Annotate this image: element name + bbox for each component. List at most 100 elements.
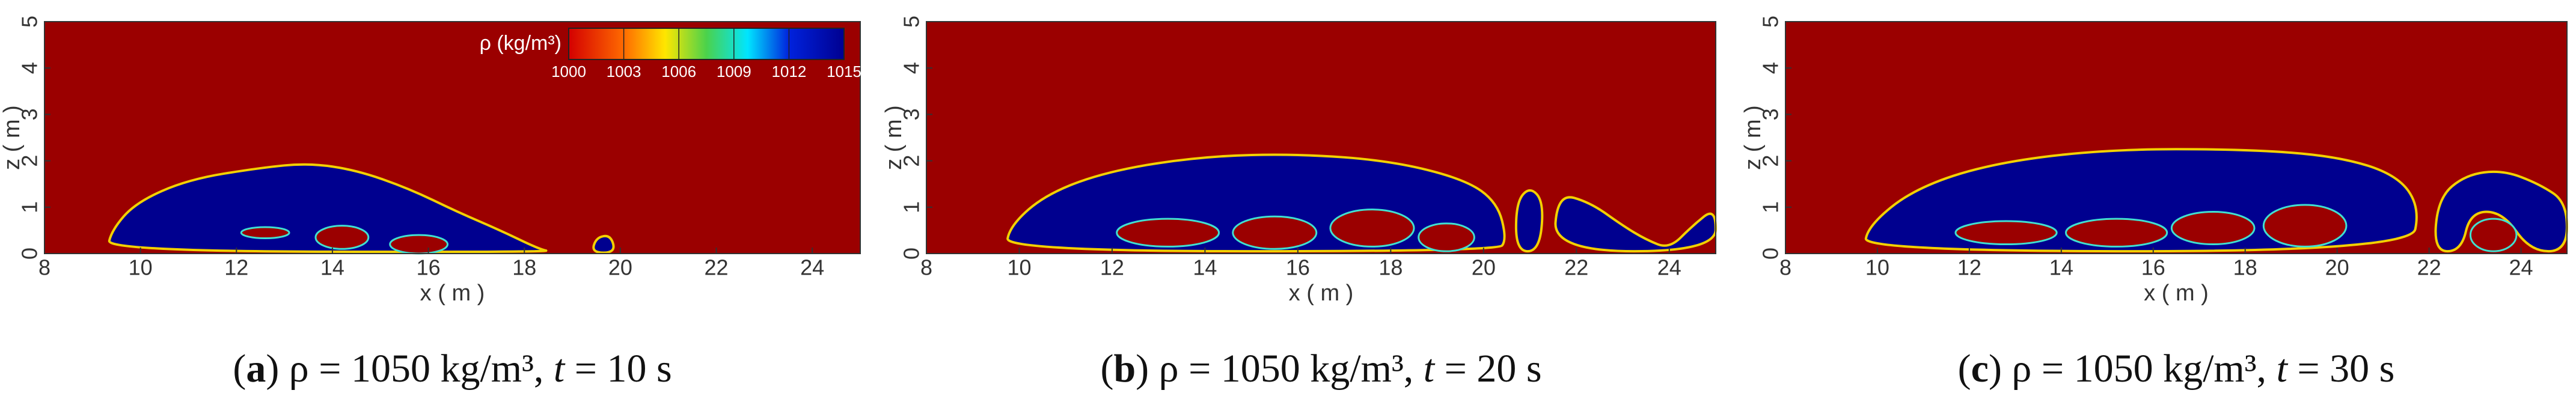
x-tick-label: 20 — [608, 255, 632, 280]
x-axis-label: x ( m ) — [420, 281, 485, 306]
caption-part: ( — [1958, 347, 1971, 391]
x-tick-label: 18 — [2233, 255, 2257, 280]
x-tick-label: 16 — [1286, 255, 1310, 280]
x-tick-label: 24 — [2509, 255, 2533, 280]
x-tick-label: 16 — [417, 255, 441, 280]
ambient-pocket — [2262, 204, 2348, 248]
x-tick-label: 20 — [1472, 255, 1496, 280]
caption-part: ( — [1100, 347, 1113, 391]
colorbar-label: ρ (kg/m³) — [480, 32, 561, 55]
colorbar-tick-label: 1009 — [717, 62, 751, 81]
x-tick-label: 10 — [1007, 255, 1031, 280]
x-axis-label: x ( m ) — [2144, 281, 2209, 306]
caption-part: a — [246, 347, 266, 391]
y-tick-label: 2 — [17, 155, 42, 167]
colorbar-tick-label: 1003 — [607, 62, 641, 81]
caption-part: ( — [233, 347, 246, 391]
x-tick-label: 10 — [1865, 255, 1889, 280]
y-tick-label: 5 — [899, 16, 924, 28]
x-tick-label: 10 — [129, 255, 153, 280]
y-tick-label: 4 — [1758, 62, 1783, 74]
colorbar-tick-label: 1015 — [827, 62, 861, 81]
caption-part: = 30 s — [2287, 347, 2394, 391]
x-tick-label: 22 — [1564, 255, 1588, 280]
fluid-region — [2434, 170, 2569, 253]
caption: (a) ρ = 1050 kg/m³, t = 10 s — [233, 347, 672, 391]
caption-part: ) ρ = 1050 kg/m³, — [266, 347, 554, 391]
x-tick-label: 14 — [1193, 255, 1217, 280]
caption: (b) ρ = 1050 kg/m³, t = 20 s — [1100, 347, 1541, 391]
x-tick-label: 22 — [705, 255, 729, 280]
y-tick-label: 3 — [17, 108, 42, 120]
colorbar-tick-label: 1006 — [661, 62, 696, 81]
x-tick-label: 8 — [920, 255, 932, 280]
plot-frame — [44, 21, 861, 254]
y-tick-label: 3 — [1758, 108, 1783, 120]
ambient-pocket — [2064, 218, 2168, 248]
y-tick-label: 2 — [899, 155, 924, 167]
x-tick-label: 8 — [1779, 255, 1791, 280]
y-tick-label: 5 — [17, 16, 42, 28]
colorbar — [568, 28, 845, 60]
y-tick-label: 0 — [1758, 248, 1783, 260]
fluid-region — [108, 163, 548, 254]
caption-part: ) ρ = 1050 kg/m³, — [1989, 347, 2277, 391]
y-tick-label: 4 — [899, 62, 924, 74]
y-axis-label: z ( m ) — [0, 105, 25, 170]
x-tick-label: 12 — [224, 255, 248, 280]
caption-part: b — [1113, 347, 1136, 391]
caption-part: t — [554, 347, 566, 391]
ambient-pocket — [2170, 211, 2256, 246]
caption-part: ) ρ = 1050 kg/m³, — [1136, 347, 1424, 391]
ambient-pocket — [1954, 220, 2058, 246]
x-tick-label: 22 — [2417, 255, 2441, 280]
caption-part: t — [1424, 347, 1436, 391]
x-tick-label: 18 — [512, 255, 536, 280]
caption-part: c — [1971, 347, 1989, 391]
y-tick-label: 1 — [17, 201, 42, 213]
y-tick-label: 3 — [899, 108, 924, 120]
x-tick-label: 14 — [320, 255, 344, 280]
fluid-region — [592, 234, 615, 254]
y-axis-label: z ( m ) — [881, 105, 907, 170]
plot-frame — [1785, 21, 2568, 254]
x-tick-label: 12 — [1100, 255, 1124, 280]
plot-frame — [926, 21, 1716, 254]
x-tick-label: 16 — [2141, 255, 2165, 280]
x-tick-label: 24 — [800, 255, 824, 280]
fluid-region — [1514, 189, 1544, 253]
ambient-pocket — [2469, 218, 2518, 252]
caption: (c) ρ = 1050 kg/m³, t = 30 s — [1958, 347, 2395, 391]
y-tick-label: 2 — [1758, 155, 1783, 167]
y-tick-label: 0 — [17, 248, 42, 260]
colorbar-tick-label: 1000 — [551, 62, 586, 81]
y-axis-label: z ( m ) — [1740, 105, 1766, 170]
ambient-pocket — [1232, 215, 1318, 250]
ambient-pocket — [1116, 218, 1220, 248]
caption-part: t — [2277, 347, 2289, 391]
y-tick-label: 5 — [1758, 16, 1783, 28]
x-tick-label: 8 — [38, 255, 50, 280]
ambient-pocket — [240, 226, 290, 240]
ambient-pocket — [1329, 209, 1415, 248]
x-axis-label: x ( m ) — [1289, 281, 1354, 306]
x-tick-label: 18 — [1378, 255, 1403, 280]
x-tick-label: 20 — [2325, 255, 2349, 280]
y-tick-label: 0 — [899, 248, 924, 260]
y-tick-label: 1 — [1758, 201, 1783, 213]
ambient-pocket — [314, 225, 370, 250]
caption-part: = 10 s — [564, 347, 672, 391]
colorbar-tick-label: 1012 — [771, 62, 806, 81]
y-tick-label: 1 — [899, 201, 924, 213]
x-tick-label: 12 — [1957, 255, 1981, 280]
x-tick-label: 14 — [2049, 255, 2073, 280]
caption-part: = 20 s — [1434, 347, 1541, 391]
y-tick-label: 4 — [17, 62, 42, 74]
ambient-pocket — [389, 234, 449, 255]
x-tick-label: 24 — [1657, 255, 1681, 280]
ambient-pocket — [1418, 222, 1475, 252]
